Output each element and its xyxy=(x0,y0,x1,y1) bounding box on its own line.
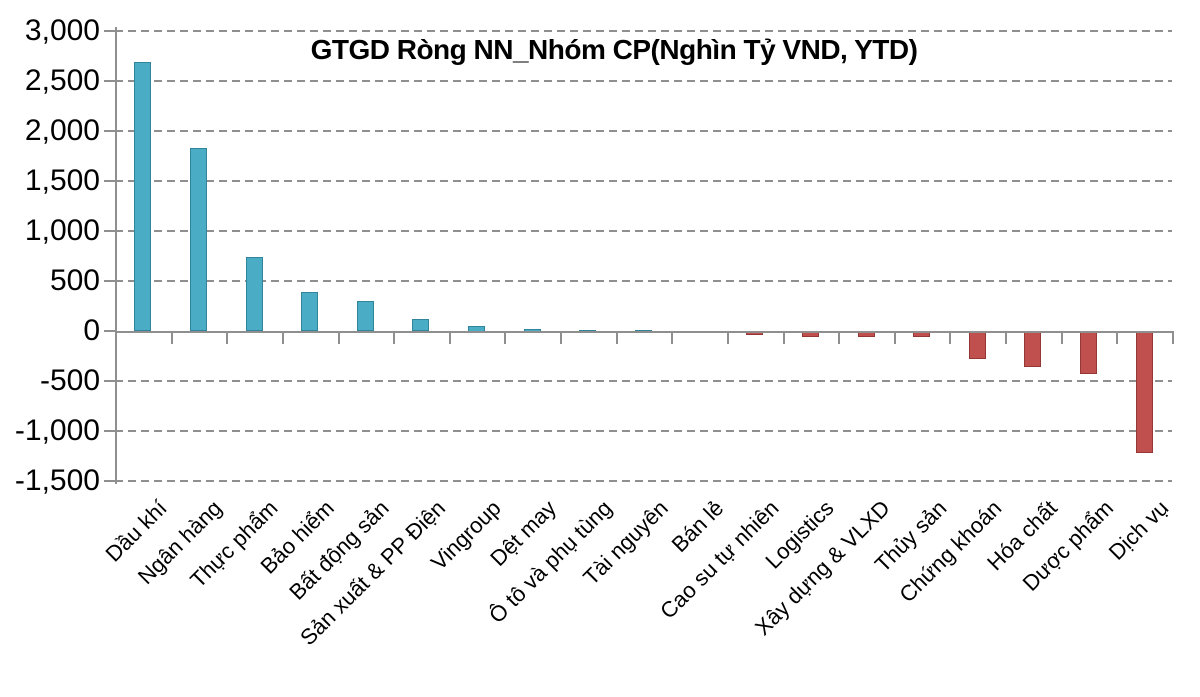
gridline xyxy=(115,480,1172,482)
x-tick xyxy=(783,333,785,344)
y-tick xyxy=(104,80,115,82)
gridline xyxy=(115,230,1172,232)
bar xyxy=(412,319,429,331)
y-tick-label: -1,000 xyxy=(14,414,100,447)
gridline xyxy=(115,130,1172,132)
y-tick-label: 1,000 xyxy=(24,214,100,247)
gridline xyxy=(115,180,1172,182)
bar xyxy=(134,62,151,331)
x-tick xyxy=(838,333,840,344)
y-tick xyxy=(104,130,115,132)
x-tick xyxy=(616,333,618,344)
bar xyxy=(969,331,986,359)
x-tick xyxy=(1005,333,1007,344)
y-tick-label: 0 xyxy=(83,314,100,347)
y-tick xyxy=(104,230,115,232)
y-tick-label: 2,500 xyxy=(24,64,100,97)
gridline xyxy=(115,380,1172,382)
x-tick xyxy=(671,333,673,344)
x-tick xyxy=(449,333,451,344)
y-axis-line xyxy=(115,27,117,484)
x-tick xyxy=(1116,333,1118,344)
y-tick xyxy=(104,180,115,182)
y-tick-label: 1,500 xyxy=(24,164,100,197)
x-tick xyxy=(1061,333,1063,344)
bar xyxy=(1136,331,1153,453)
x-tick xyxy=(171,333,173,344)
y-tick-label: 3,000 xyxy=(24,14,100,47)
bar xyxy=(1080,331,1097,374)
x-tick xyxy=(338,333,340,344)
bar xyxy=(190,148,207,331)
y-tick-label: 2,000 xyxy=(24,114,100,147)
x-tick xyxy=(727,333,729,344)
y-tick xyxy=(104,380,115,382)
chart-title: GTGD Ròng NN_Nhóm CP(Nghìn Tỷ VND, YTD) xyxy=(310,34,918,65)
x-tick xyxy=(560,333,562,344)
x-tick xyxy=(1172,333,1174,344)
x-tick xyxy=(282,333,284,344)
y-tick xyxy=(104,430,115,432)
x-tick xyxy=(504,333,506,344)
x-tick xyxy=(393,333,395,344)
y-tick xyxy=(104,480,115,482)
gridline xyxy=(115,280,1172,282)
x-tick xyxy=(115,333,117,344)
gridline xyxy=(115,430,1172,432)
bar xyxy=(246,257,263,331)
y-tick-label: 500 xyxy=(49,264,100,297)
gridline xyxy=(115,30,1172,32)
x-tick xyxy=(894,333,896,344)
gridline xyxy=(115,80,1172,82)
y-tick-label: -500 xyxy=(39,364,100,397)
x-category-label: Dịch vụ xyxy=(1103,495,1173,565)
bar xyxy=(301,292,318,331)
x-axis-line xyxy=(115,331,1174,333)
y-tick-label: -1,500 xyxy=(14,464,100,497)
x-tick xyxy=(949,333,951,344)
bar xyxy=(357,301,374,331)
y-tick xyxy=(104,30,115,32)
x-tick xyxy=(226,333,228,344)
y-tick xyxy=(104,280,115,282)
bar xyxy=(1024,331,1041,367)
y-tick xyxy=(104,330,115,332)
